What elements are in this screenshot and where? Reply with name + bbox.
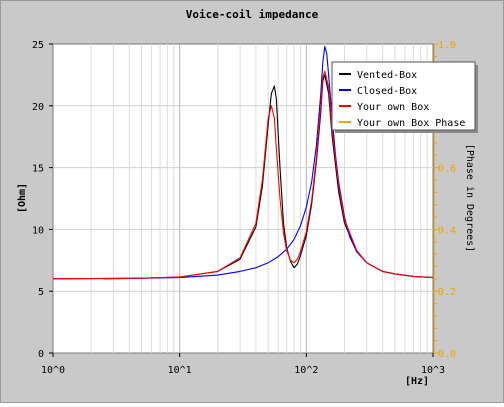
x-tick-label: 10^1 — [168, 365, 192, 376]
y-tick-label: 15 — [32, 164, 44, 175]
y-tick-label: 0 — [38, 349, 44, 360]
y-tick-label: 25 — [32, 40, 44, 51]
legend: Vented-Box Closed-Box Your own Box Your own… — [331, 61, 478, 133]
y-tick-label: 20 — [32, 102, 44, 113]
y2-axis-label: [Phase in Degrees] — [464, 144, 475, 252]
x-tick-label: 10^2 — [294, 365, 318, 376]
x-tick-label: 10^0 — [41, 365, 65, 376]
chart-title: Voice-coil impedance — [186, 8, 319, 21]
y2-tick-label: 0.2 — [438, 287, 456, 298]
series-line-0 — [52, 74, 434, 280]
legend-label: Your own Box Phase — [357, 118, 465, 129]
legend-box — [331, 61, 476, 131]
y2-tick-label: 0.4 — [438, 225, 456, 236]
y2-tick-label: 0.6 — [438, 164, 456, 175]
y2-tick-label: 1.0 — [438, 40, 456, 51]
legend-label: Closed-Box — [357, 86, 417, 97]
series-layer — [52, 45, 434, 280]
y-tick-label: 5 — [38, 287, 44, 298]
x-axis-label: [Hz] — [405, 376, 429, 387]
y2-tick-label: 0.0 — [438, 349, 456, 360]
y-axis-label: [Ohm] — [17, 183, 28, 213]
x-tick-label: 10^3 — [421, 365, 445, 376]
series-line-2 — [52, 70, 434, 280]
y-tick-label: 10 — [32, 225, 44, 236]
legend-label: Your own Box — [357, 102, 429, 113]
legend-label: Vented-Box — [357, 70, 417, 81]
